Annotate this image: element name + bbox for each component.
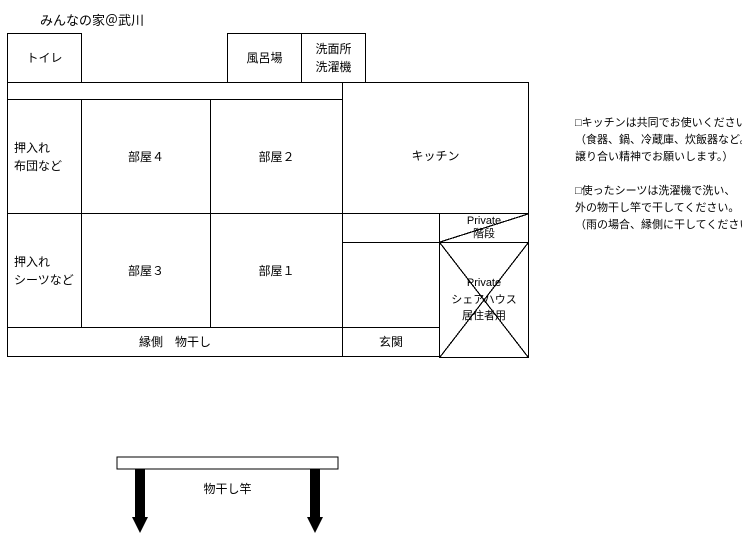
right-gap <box>342 213 440 243</box>
genkan: 玄関 <box>342 327 440 357</box>
engawa: 縁側 物干し <box>7 327 343 357</box>
kitchen-upper <box>342 82 529 100</box>
room-kitchen: キッチン <box>342 99 529 214</box>
stairs: Private 階段 <box>439 213 529 243</box>
usage-notes: □キッチンは共同でお使いください （食器、鍋、冷蔵庫、炊飯器など。 譲り合い精神… <box>575 115 742 234</box>
room-4: 部屋４ <box>81 99 211 214</box>
page-title: みんなの家＠武川 <box>40 10 144 29</box>
room-wash: 洗面所 洗濯機 <box>301 33 366 83</box>
stairs-private-label: Private <box>467 215 501 227</box>
closet-2: 押入れ シーツなど <box>7 213 82 328</box>
sharehouse-private: Private シェアハウス 居住者用 <box>439 242 529 358</box>
stairs-label: 階段 <box>473 228 495 240</box>
room-2: 部屋２ <box>210 99 343 214</box>
room-3: 部屋３ <box>81 213 211 328</box>
room-bath: 風呂場 <box>227 33 302 83</box>
right-below-gap <box>342 242 440 328</box>
room-1: 部屋１ <box>210 213 343 328</box>
laundry-rack-label: 物干し竿 <box>115 480 340 497</box>
closet-1: 押入れ 布団など <box>7 99 82 214</box>
room-toilet: トイレ <box>7 33 82 83</box>
laundry-rack: 物干し竿 <box>115 455 340 535</box>
